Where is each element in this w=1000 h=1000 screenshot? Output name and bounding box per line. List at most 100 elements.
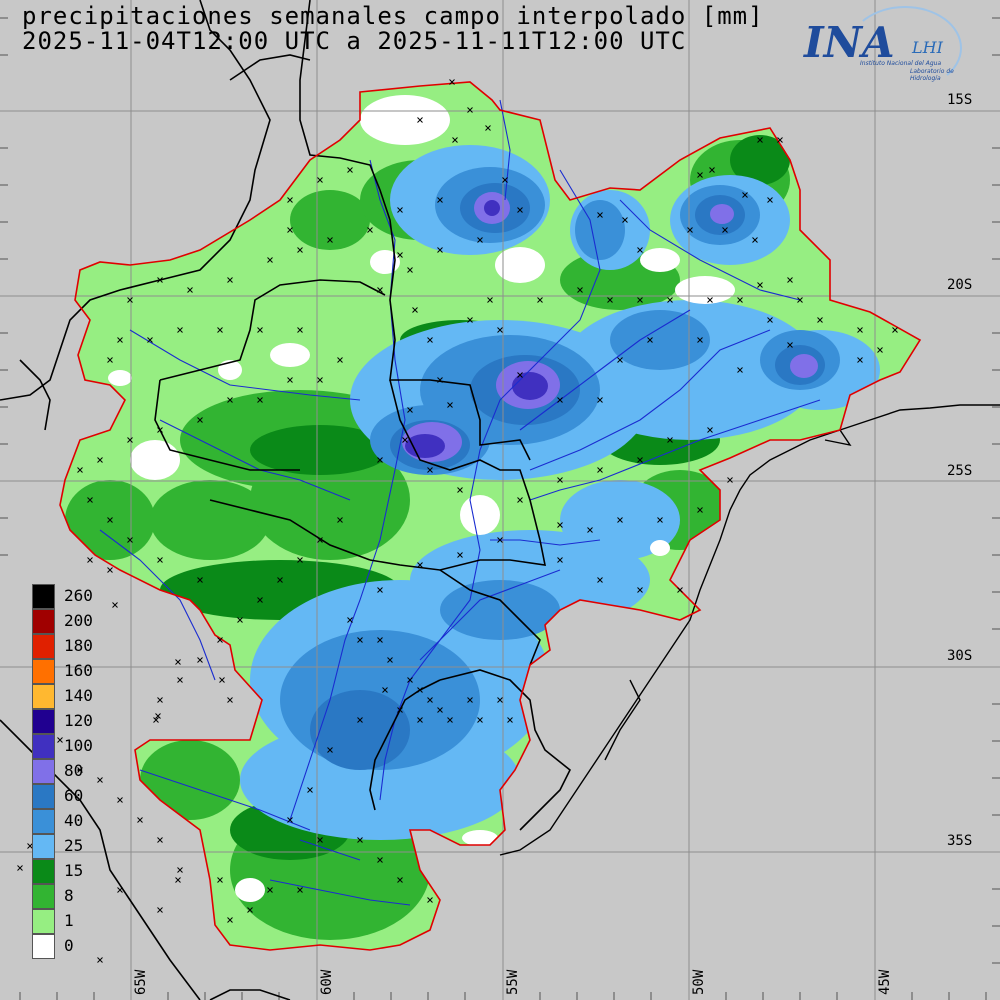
- station-marker: [427, 337, 433, 343]
- station-marker: [597, 467, 603, 473]
- legend-row: 80: [30, 759, 110, 784]
- station-marker: [709, 167, 715, 173]
- station-marker: [267, 887, 273, 893]
- station-marker: [477, 717, 483, 723]
- station-marker: [707, 297, 713, 303]
- station-marker: [157, 697, 163, 703]
- station-marker: [767, 197, 773, 203]
- station-marker: [637, 297, 643, 303]
- station-marker: [107, 357, 113, 363]
- station-marker: [147, 337, 153, 343]
- edge-ticks: [0, 17, 1000, 1000]
- legend-label: 15: [64, 861, 84, 880]
- station-marker: [517, 497, 523, 503]
- station-marker: [227, 397, 233, 403]
- station-marker: [797, 297, 803, 303]
- station-marker: [377, 457, 383, 463]
- legend-swatch: [32, 584, 55, 609]
- logo-institute-text: Instituto Nacional del Agua: [860, 60, 942, 67]
- station-marker: [377, 637, 383, 643]
- station-marker: [457, 552, 463, 558]
- station-marker: [297, 247, 303, 253]
- station-marker: [97, 457, 103, 463]
- station-marker: [537, 297, 543, 303]
- station-marker: [87, 497, 93, 503]
- logo-ina-text: INA: [804, 18, 895, 67]
- legend-swatch: [32, 634, 55, 659]
- station-marker: [287, 227, 293, 233]
- station-marker: [477, 237, 483, 243]
- station-marker: [417, 717, 423, 723]
- station-marker: [417, 687, 423, 693]
- logo-arc: [848, 6, 962, 90]
- station-marker: [197, 417, 203, 423]
- legend-label: 100: [64, 736, 93, 755]
- station-marker: [177, 867, 183, 873]
- station-marker: [157, 837, 163, 843]
- rain-gauge-stations: [17, 79, 898, 963]
- legend-label: 160: [64, 661, 93, 680]
- station-marker: [437, 377, 443, 383]
- station-marker: [77, 767, 83, 773]
- station-marker: [177, 327, 183, 333]
- legend-swatch: [32, 909, 55, 934]
- station-marker: [153, 717, 159, 723]
- lon-label-60w: 60W: [319, 969, 335, 995]
- lat-label-30s: 30S: [946, 648, 974, 664]
- legend-swatch: [32, 884, 55, 909]
- station-marker: [217, 877, 223, 883]
- station-marker: [497, 537, 503, 543]
- legend-swatch: [32, 759, 55, 784]
- station-marker: [357, 837, 363, 843]
- station-marker: [317, 177, 323, 183]
- station-marker: [157, 557, 163, 563]
- station-marker: [97, 957, 103, 963]
- station-marker: [497, 327, 503, 333]
- station-marker: [667, 297, 673, 303]
- station-marker: [87, 557, 93, 563]
- station-marker: [427, 467, 433, 473]
- legend-swatch: [32, 859, 55, 884]
- station-marker: [497, 697, 503, 703]
- station-marker: [697, 172, 703, 178]
- station-marker: [449, 79, 455, 85]
- legend-swatch: [32, 734, 55, 759]
- legend-row: 8: [30, 884, 110, 909]
- legend-swatch: [32, 809, 55, 834]
- station-marker: [407, 407, 413, 413]
- station-marker: [107, 517, 113, 523]
- station-marker: [667, 437, 673, 443]
- station-marker: [297, 887, 303, 893]
- station-marker: [857, 357, 863, 363]
- station-marker: [377, 587, 383, 593]
- legend-row: 260: [30, 584, 110, 609]
- station-marker: [437, 197, 443, 203]
- legend-label: 0: [64, 936, 74, 955]
- station-marker: [175, 877, 181, 883]
- station-marker: [17, 865, 23, 871]
- station-marker: [412, 307, 418, 313]
- legend-row: 180: [30, 634, 110, 659]
- station-marker: [27, 843, 33, 849]
- legend-swatch: [32, 684, 55, 709]
- ina-lhi-logo: INA LHI Instituto Nacional del Agua Labo…: [800, 6, 970, 90]
- station-marker: [757, 137, 763, 143]
- lat-label-20s: 20S: [946, 277, 974, 293]
- station-marker: [397, 207, 403, 213]
- station-marker: [697, 507, 703, 513]
- station-marker: [117, 887, 123, 893]
- station-marker: [357, 717, 363, 723]
- lon-label-65w: 65W: [133, 969, 149, 995]
- station-marker: [337, 517, 343, 523]
- legend-swatch: [32, 834, 55, 859]
- station-marker: [487, 297, 493, 303]
- station-marker: [57, 737, 63, 743]
- station-marker: [417, 117, 423, 123]
- station-marker: [377, 857, 383, 863]
- legend-label: 1: [64, 911, 74, 930]
- station-marker: [387, 657, 393, 663]
- station-marker: [557, 397, 563, 403]
- station-marker: [217, 327, 223, 333]
- station-marker: [507, 717, 513, 723]
